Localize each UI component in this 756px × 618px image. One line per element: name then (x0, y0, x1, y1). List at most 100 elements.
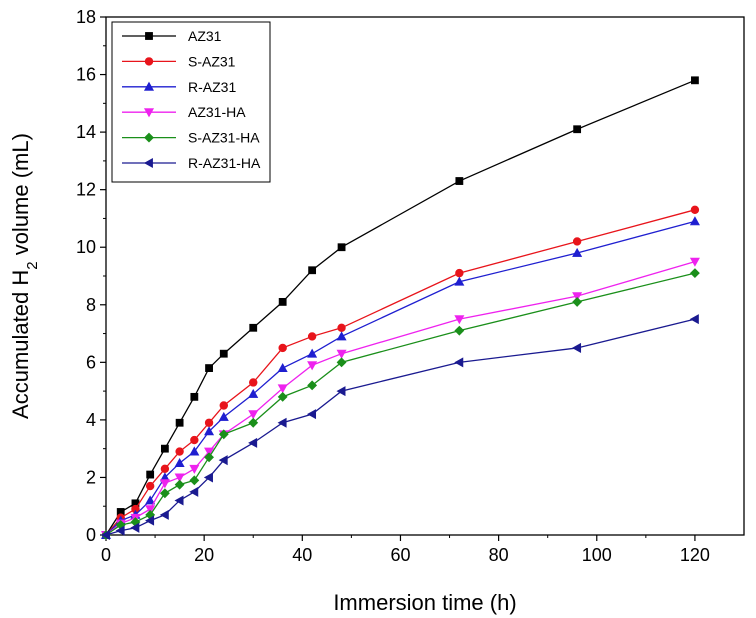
data-point (190, 435, 199, 445)
data-point (277, 391, 288, 402)
x-axis-title: Immersion time (h) (333, 590, 516, 615)
data-point (204, 418, 214, 427)
data-point (159, 479, 170, 489)
data-point (189, 464, 200, 474)
series-layer (100, 76, 700, 541)
data-point (175, 418, 184, 427)
series-line (105, 260, 696, 536)
data-point (145, 481, 155, 491)
data-point (572, 247, 583, 257)
data-point (160, 444, 169, 453)
data-point (689, 216, 700, 226)
legend-label: R-AZ31-HA (188, 155, 261, 171)
data-point (277, 417, 287, 428)
data-point (277, 384, 288, 394)
data-point (175, 447, 184, 456)
data-point (307, 380, 318, 391)
data-point (174, 473, 185, 483)
axes: 0 20 40 60 80 100 120 0 2 4 6 8 10 12 14 16 18 (76, 7, 710, 565)
y-tick-label: 8 (86, 295, 96, 315)
data-point (189, 446, 200, 456)
series-r-az31 (100, 216, 700, 539)
y-tick-label: 16 (76, 65, 96, 85)
legend-marker (143, 81, 155, 91)
data-point (174, 457, 185, 467)
legend-item: AZ31 (122, 28, 222, 44)
data-point (219, 401, 228, 410)
legend-label: AZ31-HA (188, 104, 246, 120)
legend-item: S-AZ31-HA (122, 130, 260, 146)
series-az31 (102, 76, 699, 539)
data-point (337, 323, 346, 332)
data-point (454, 315, 465, 325)
data-point (218, 429, 229, 440)
data-point (336, 331, 347, 341)
y-axis-title: Accumulated H2 volume (mL) (8, 133, 41, 419)
data-point (278, 343, 287, 353)
data-point (204, 447, 215, 457)
series-line (105, 79, 696, 536)
legend-item: AZ31-HA (122, 104, 246, 120)
y-tick-label: 2 (86, 467, 96, 487)
data-point (145, 505, 156, 515)
data-point (336, 386, 346, 397)
data-point (205, 364, 213, 372)
legend-label: R-AZ31 (188, 79, 236, 95)
data-point (189, 475, 200, 486)
data-point (115, 525, 125, 536)
data-point (146, 470, 155, 479)
legend-marker (144, 132, 154, 143)
data-point (572, 342, 582, 353)
y-tick-label: 4 (86, 410, 96, 430)
legend-marker (143, 157, 153, 169)
x-tick-label: 40 (292, 545, 312, 565)
legend-item: S-AZ31 (122, 53, 236, 69)
data-point (573, 125, 582, 134)
data-point (308, 266, 317, 275)
data-point (145, 515, 155, 526)
data-point (100, 529, 110, 541)
data-point (174, 479, 185, 490)
data-point (689, 268, 700, 279)
data-point (219, 349, 228, 358)
data-point (572, 292, 583, 302)
x-tick-label: 0 (101, 545, 111, 565)
x-tick-label: 20 (194, 545, 214, 565)
legend-marker (143, 108, 155, 118)
data-point (307, 409, 317, 420)
legend-item: R-AZ31-HA (122, 155, 261, 171)
legend-item: R-AZ31 (122, 79, 236, 95)
data-point (248, 388, 259, 398)
legend-marker (145, 32, 153, 40)
data-point (690, 205, 700, 215)
data-point (174, 495, 184, 506)
y-tick-label: 18 (76, 7, 96, 27)
legend-label: S-AZ31-HA (188, 130, 260, 146)
data-point (160, 464, 170, 474)
series-line (105, 209, 696, 536)
series-line (105, 318, 696, 536)
data-point (689, 257, 700, 267)
data-point (307, 348, 318, 358)
data-point (455, 268, 464, 278)
y-tick-label: 6 (86, 352, 96, 372)
data-point (248, 417, 259, 428)
x-tick-label: 100 (582, 545, 612, 565)
data-point (189, 486, 199, 497)
legend: AZ31 S-AZ31 R-AZ31 AZ31-HA S-AZ31-HA R-AZ31-H… (111, 21, 271, 183)
series-s-az31 (101, 205, 700, 540)
data-point (248, 437, 258, 448)
series-line (105, 272, 696, 536)
x-tick-label: 60 (390, 545, 410, 565)
data-point (337, 243, 346, 252)
x-tick-label: 120 (680, 545, 710, 565)
data-point (203, 472, 213, 483)
data-point (454, 276, 465, 286)
data-point (249, 323, 258, 332)
data-point (336, 349, 347, 359)
data-point (572, 296, 583, 307)
data-point (307, 332, 317, 341)
y-tick-label: 0 (86, 525, 96, 545)
series-line (105, 220, 696, 536)
data-point (218, 455, 228, 466)
